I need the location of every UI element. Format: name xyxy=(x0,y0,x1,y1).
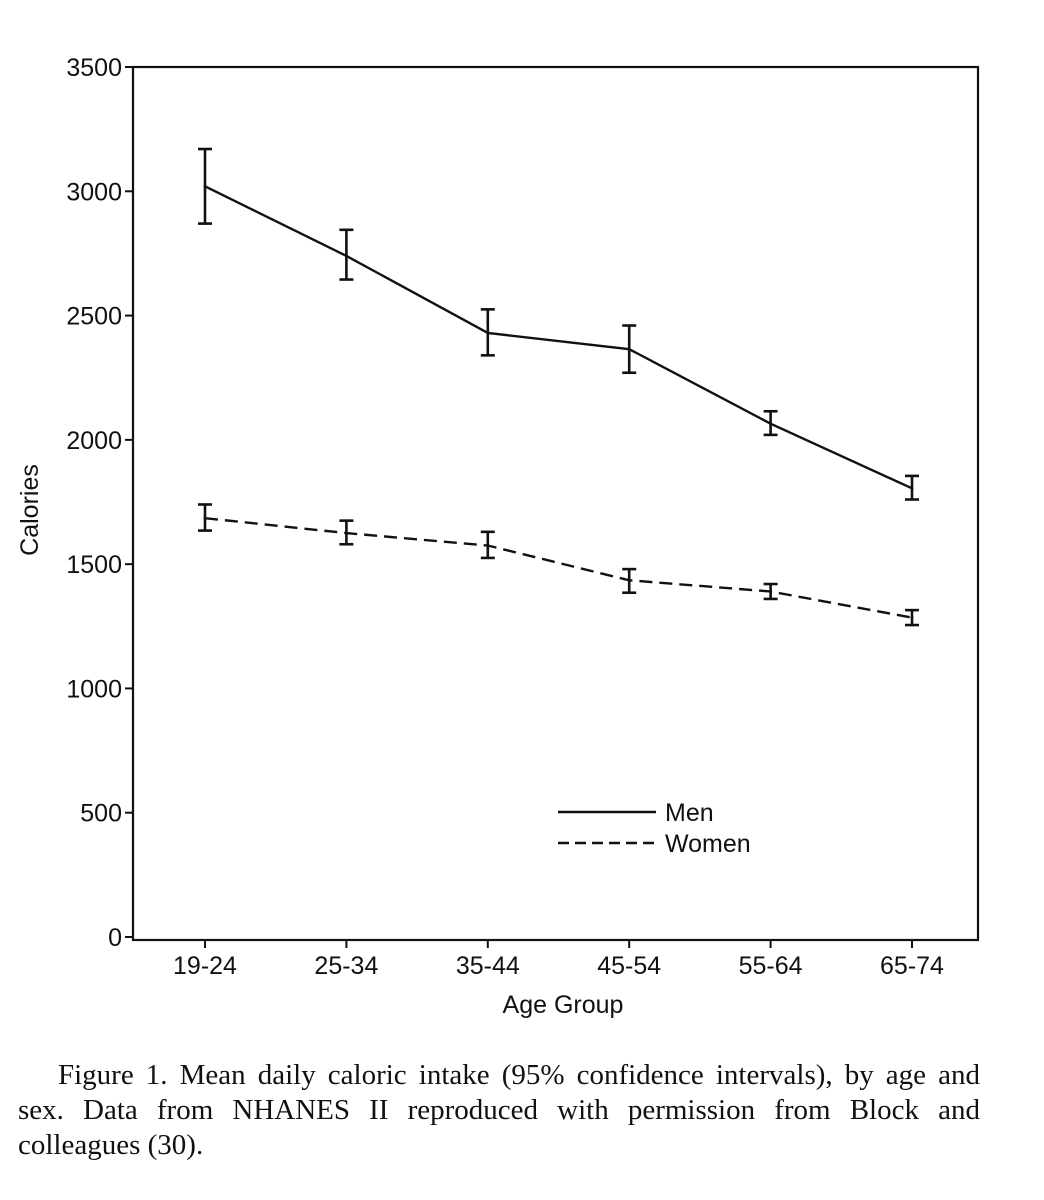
data-point xyxy=(627,578,631,582)
error-bar xyxy=(905,608,919,627)
legend-label-women: Women xyxy=(665,830,751,858)
error-bar xyxy=(763,409,778,437)
data-point xyxy=(486,544,490,547)
y-tick-label: 500 xyxy=(80,800,122,828)
error-bar xyxy=(198,503,212,532)
data-point xyxy=(203,184,207,188)
data-point xyxy=(344,254,348,258)
plot-frame xyxy=(131,65,980,942)
series-men xyxy=(198,147,919,501)
x-tick-label: 55-64 xyxy=(739,952,803,980)
data-point xyxy=(344,531,348,535)
error-bar xyxy=(622,567,637,595)
error-bar xyxy=(763,582,778,601)
x-tick-label: 65-74 xyxy=(880,952,944,980)
x-axis: 19-24 25-34 35-44 45-54 55-64 65-74 xyxy=(173,940,944,980)
y-tick-label: 3500 xyxy=(66,54,122,82)
data-point xyxy=(203,516,207,520)
figure-caption: Figure 1. Mean daily caloric intake (95%… xyxy=(18,1059,980,1161)
error-bar xyxy=(339,519,354,546)
data-point xyxy=(486,331,490,335)
y-tick-label: 1000 xyxy=(66,675,122,703)
data-point xyxy=(910,616,914,620)
y-tick-label: 0 xyxy=(108,924,122,952)
y-axis: 0 500 1000 1500 2000 2500 3000 3500 xyxy=(66,54,133,952)
chart: 0 500 1000 1500 2000 2500 3000 3500 19-24 25-34 3… xyxy=(16,54,980,1019)
error-bar xyxy=(480,308,495,357)
series-layer xyxy=(198,147,919,627)
y-axis-label: Calories xyxy=(16,464,44,556)
y-tick-label: 2000 xyxy=(66,427,122,455)
x-tick-label: 25-34 xyxy=(314,952,378,980)
data-point xyxy=(910,486,914,490)
series-line-men xyxy=(204,185,913,490)
legend: Men Women xyxy=(558,799,751,858)
x-tick-label: 45-54 xyxy=(597,952,661,980)
y-tick-label: 1500 xyxy=(66,551,122,579)
error-bar xyxy=(339,228,354,281)
x-tick-label: 35-44 xyxy=(456,952,520,980)
x-axis-label: Age Group xyxy=(503,991,624,1019)
error-bar xyxy=(480,530,495,560)
data-point xyxy=(769,589,773,593)
x-tick-label: 19-24 xyxy=(173,952,237,980)
y-tick-label: 3000 xyxy=(66,178,122,206)
error-bar xyxy=(198,147,212,225)
series-line-women xyxy=(204,516,913,619)
legend-label-men: Men xyxy=(665,799,714,827)
y-tick-label: 2500 xyxy=(66,303,122,331)
error-bar xyxy=(905,474,919,501)
data-point xyxy=(627,347,631,351)
data-point xyxy=(769,422,773,426)
error-bar xyxy=(622,324,637,375)
series-women xyxy=(198,503,919,627)
